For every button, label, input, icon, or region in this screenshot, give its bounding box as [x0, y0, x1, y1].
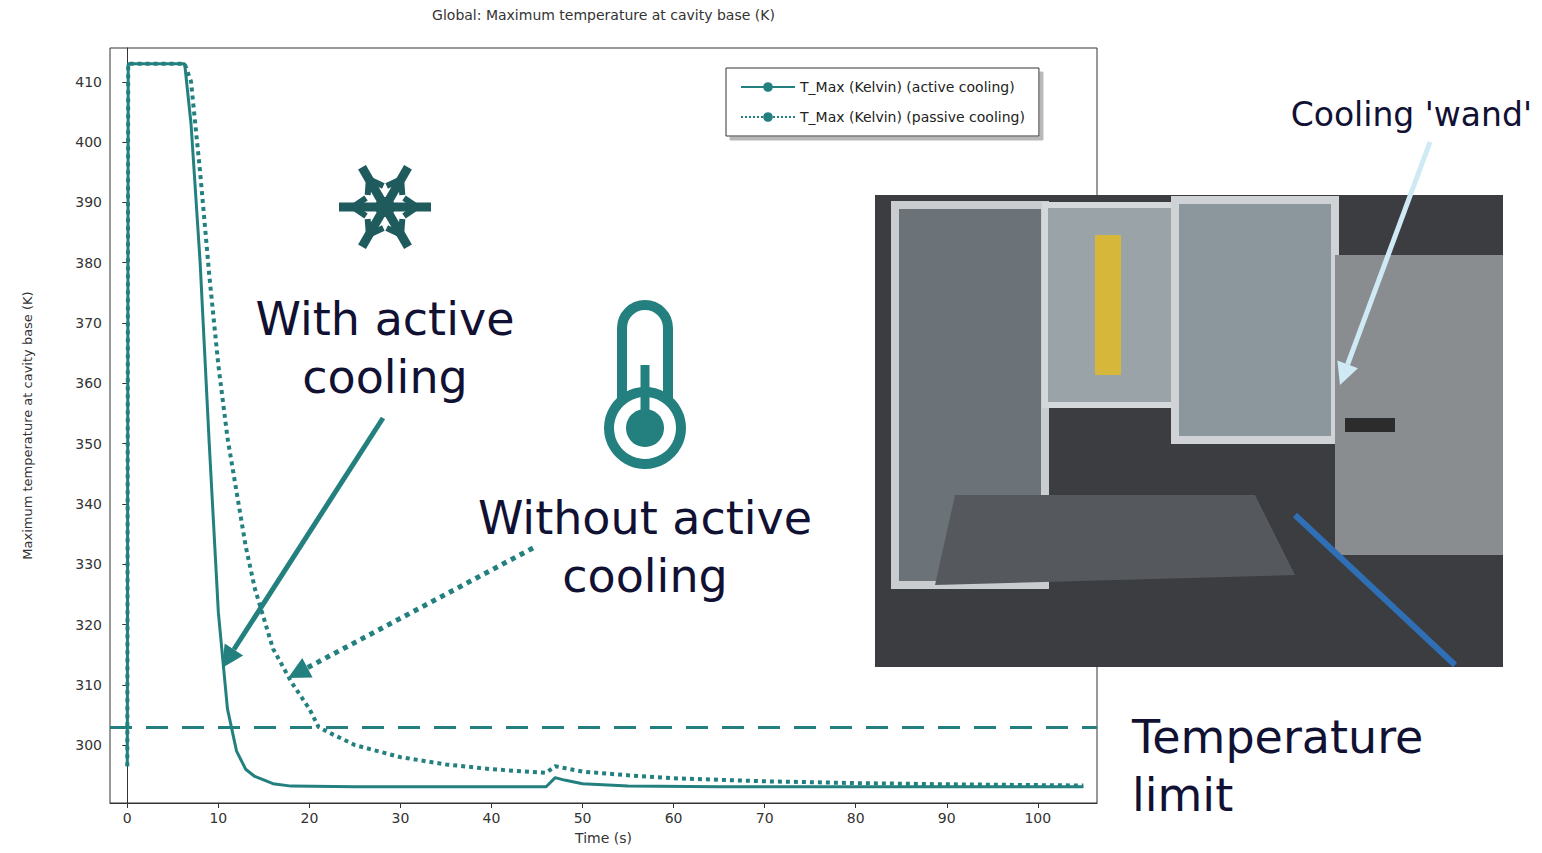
- svg-text:10: 10: [209, 810, 227, 826]
- svg-text:410: 410: [75, 74, 102, 90]
- svg-text:310: 310: [75, 677, 102, 693]
- svg-text:60: 60: [665, 810, 683, 826]
- svg-text:cooling: cooling: [302, 350, 468, 404]
- svg-text:Cooling 'wand': Cooling 'wand': [1291, 95, 1532, 134]
- svg-text:Global: Maximum temperature at: Global: Maximum temperature at cavity ba…: [432, 7, 775, 23]
- svg-text:Temperature: Temperature: [1131, 710, 1423, 764]
- svg-text:50: 50: [574, 810, 592, 826]
- svg-text:330: 330: [75, 556, 102, 572]
- svg-text:340: 340: [75, 496, 102, 512]
- svg-text:400: 400: [75, 134, 102, 150]
- svg-text:Without active: Without active: [478, 491, 812, 545]
- svg-text:370: 370: [75, 315, 102, 331]
- svg-text:40: 40: [483, 810, 501, 826]
- svg-text:cooling: cooling: [562, 549, 728, 603]
- svg-text:80: 80: [847, 810, 865, 826]
- svg-text:320: 320: [75, 617, 102, 633]
- svg-text:90: 90: [938, 810, 956, 826]
- svg-text:T_Max (Kelvin) (active cooling: T_Max (Kelvin) (active cooling): [799, 79, 1015, 95]
- svg-text:70: 70: [756, 810, 774, 826]
- svg-text:Time (s): Time (s): [574, 830, 632, 846]
- svg-text:360: 360: [75, 375, 102, 391]
- svg-text:T_Max (Kelvin) (passive coolin: T_Max (Kelvin) (passive cooling): [799, 109, 1025, 125]
- svg-text:350: 350: [75, 436, 102, 452]
- svg-text:With active: With active: [256, 292, 515, 346]
- svg-text:0: 0: [123, 810, 132, 826]
- svg-text:20: 20: [300, 810, 318, 826]
- svg-text:Maximum temperature at cavity: Maximum temperature at cavity base (K): [20, 291, 35, 559]
- svg-text:100: 100: [1024, 810, 1051, 826]
- svg-text:380: 380: [75, 255, 102, 271]
- svg-text:390: 390: [75, 194, 102, 210]
- svg-text:limit: limit: [1132, 768, 1233, 822]
- svg-text:300: 300: [75, 737, 102, 753]
- svg-text:30: 30: [392, 810, 410, 826]
